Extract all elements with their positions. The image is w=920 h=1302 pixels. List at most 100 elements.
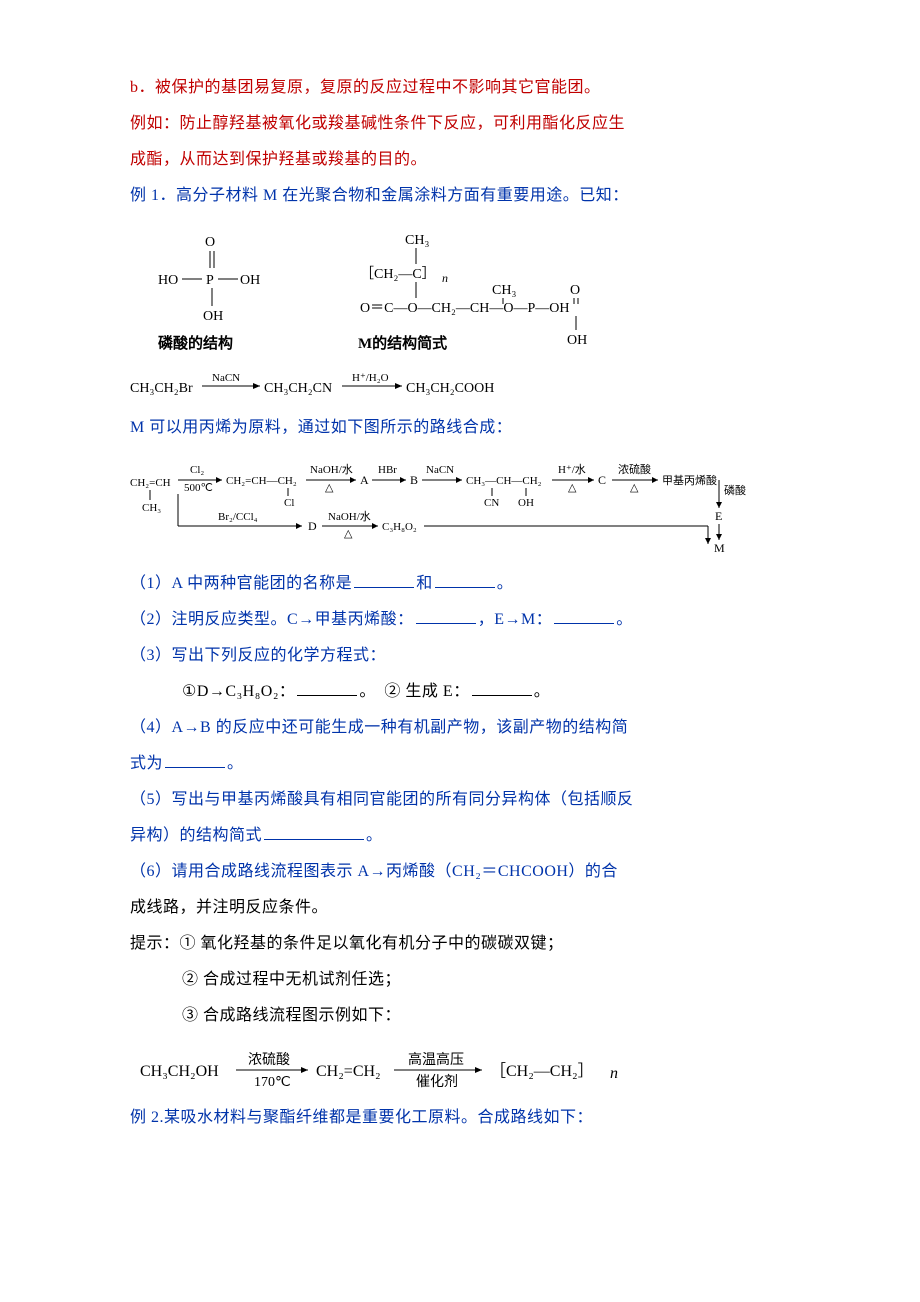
- q3f-text: 。: [534, 683, 551, 700]
- svg-text:NaCN: NaCN: [212, 372, 240, 384]
- svg-text:E: E: [715, 509, 722, 523]
- question-4-line1: （4）A→B 的反应中还可能生成一种有机副产物，该副产物的结构简: [130, 710, 820, 746]
- q1-text-a: （1）A 中两种官能团的名称是: [130, 575, 352, 592]
- svg-text:170℃: 170℃: [254, 1075, 291, 1090]
- question-2: （2）注明反应类型。C→甲基丙烯酸： ，E→M： 。: [130, 602, 820, 638]
- q4c-text: 。: [227, 755, 244, 772]
- answer-blank[interactable]: [416, 607, 476, 624]
- svg-text:Br₂/CCl₄: Br₂/CCl₄: [218, 511, 258, 523]
- q2-text-b: ，E→M：: [478, 611, 553, 628]
- q2-text-c: 。: [616, 611, 633, 628]
- q2-text-a: （2）注明反应类型。C→甲基丙烯酸：: [130, 611, 414, 628]
- svg-text:O＝C—O—CH₂—CH—O—P—OH: O＝C—O—CH₂—CH—O—P—OH: [360, 301, 569, 316]
- svg-text:CH₃CH₂COOH: CH₃CH₂COOH: [406, 381, 494, 396]
- svg-text:500℃: 500℃: [184, 482, 213, 494]
- svg-text:D: D: [308, 519, 317, 533]
- question-3-sub: ①D→C₃H₈O₂： 。 ② 生成 E： 。: [130, 674, 820, 710]
- answer-blank[interactable]: [297, 679, 357, 696]
- svg-text:CH₃—CH—CH₂: CH₃—CH—CH₂: [466, 475, 542, 487]
- q3e-text: 。 ② 生成 E：: [359, 683, 469, 700]
- question-6-line2: 成线路，并注明反应条件。: [130, 890, 820, 926]
- svg-text:C: C: [598, 473, 606, 487]
- question-5-line2: 异构）的结构简式 。: [130, 818, 820, 854]
- question-5-line1: （5）写出与甲基丙烯酸具有相同官能团的所有同分异构体（包括顺反: [130, 782, 820, 818]
- svg-text:CH₂=CH—CH₂: CH₂=CH—CH₂: [226, 475, 297, 487]
- svg-text:磷酸的结构: 磷酸的结构: [158, 334, 233, 352]
- svg-text:Cl: Cl: [284, 497, 294, 509]
- svg-text:［CH₂—C］: ［CH₂—C］: [360, 266, 436, 282]
- q3d-text: ①D→C₃H₈O₂：: [182, 683, 295, 700]
- svg-text:NaCN: NaCN: [426, 464, 454, 476]
- q5c-text: 。: [366, 827, 383, 844]
- structure-diagram: O HO P OH OH 磷酸的结构 CH₃ ［CH₂—C］ n O＝C—O—CH…: [130, 226, 820, 356]
- svg-text:M的结构简式: M的结构简式: [358, 334, 447, 352]
- svg-text:CH₃CH₂OH: CH₃CH₂OH: [140, 1063, 219, 1080]
- answer-blank[interactable]: [554, 607, 614, 624]
- answer-blank[interactable]: [435, 571, 495, 588]
- svg-text:n: n: [442, 271, 448, 285]
- body-line: b．被保护的基团易复原，复原的反应过程中不影响其它官能团。: [130, 70, 820, 106]
- svg-text:甲基丙烯酸: 甲基丙烯酸: [662, 473, 717, 487]
- document-page: b．被保护的基团易复原，复原的反应过程中不影响其它官能团。 例如：防止醇羟基被氧…: [0, 0, 920, 1176]
- known-reaction: CH₃CH₂Br NaCN CH₃CH₂CN H⁺/H₂O CH₃CH₂COOH: [130, 368, 820, 402]
- svg-text:H⁺/H₂O: H⁺/H₂O: [352, 372, 389, 384]
- svg-text:CH₂=CH: CH₂=CH: [130, 477, 171, 489]
- svg-text:△: △: [630, 482, 639, 494]
- body-line: M 可以用丙烯为原料，通过如下图所示的路线合成：: [130, 410, 820, 446]
- svg-text:催化剂: 催化剂: [416, 1074, 458, 1090]
- question-6-line1: （6）请用合成路线流程图表示 A→丙烯酸（CH₂＝CHCOOH）的合: [130, 854, 820, 890]
- question-4-line2: 式为 。: [130, 746, 820, 782]
- q1-text-c: 。: [497, 575, 514, 592]
- hint-line-2: ② 合成过程中无机试剂任选；: [130, 962, 820, 998]
- svg-text:CH₃CH₂CN: CH₃CH₂CN: [264, 381, 332, 396]
- example-1-heading: 例 1．高分子材料 M 在光聚合物和金属涂料方面有重要用途。已知：: [130, 178, 820, 214]
- svg-text:CH₃: CH₃: [142, 502, 161, 514]
- svg-text:△: △: [344, 528, 353, 540]
- svg-text:OH: OH: [240, 273, 260, 288]
- svg-text:HO: HO: [158, 273, 178, 288]
- example-route-diagram: CH₃CH₂OH 浓硫酸 170℃ CH₂=CH₂ 高温高压 催化剂 ［CH₂—…: [140, 1046, 820, 1092]
- q1-text-b: 和: [416, 575, 433, 592]
- svg-text:△: △: [568, 482, 577, 494]
- svg-text:高温高压: 高温高压: [408, 1051, 464, 1068]
- svg-text:浓硫酸: 浓硫酸: [618, 462, 651, 476]
- svg-text:HBr: HBr: [378, 464, 397, 476]
- hint-line-1: 提示：① 氧化羟基的条件足以氧化有机分子中的碳碳双键；: [130, 926, 820, 962]
- svg-text:n: n: [610, 1065, 618, 1082]
- svg-text:O: O: [570, 283, 580, 298]
- answer-blank[interactable]: [264, 823, 364, 840]
- svg-text:NaOH/水: NaOH/水: [328, 510, 371, 523]
- answer-blank[interactable]: [354, 571, 414, 588]
- svg-text:CH₃: CH₃: [492, 283, 516, 298]
- example-2-heading: 例 2.某吸水材料与聚酯纤维都是重要化工原料。合成路线如下：: [130, 1100, 820, 1136]
- question-3: （3）写出下列反应的化学方程式：: [130, 638, 820, 674]
- svg-text:NaOH/水: NaOH/水: [310, 463, 353, 476]
- svg-text:P: P: [206, 273, 214, 288]
- svg-text:浓硫酸: 浓硫酸: [248, 1052, 290, 1068]
- svg-text:B: B: [410, 473, 418, 487]
- svg-text:H⁺/水: H⁺/水: [558, 463, 586, 476]
- svg-text:Cl₂: Cl₂: [190, 464, 204, 476]
- svg-text:CH₂=CH₂: CH₂=CH₂: [316, 1063, 381, 1080]
- svg-text:［CH₂—CH₂］: ［CH₂—CH₂］: [490, 1062, 594, 1080]
- svg-text:CN: CN: [484, 497, 499, 509]
- structure-svg: O HO P OH OH 磷酸的结构 CH₃ ［CH₂—C］ n O＝C—O—CH…: [130, 226, 730, 356]
- svg-text:O: O: [205, 235, 215, 250]
- svg-text:OH: OH: [567, 333, 587, 348]
- svg-text:A: A: [360, 473, 369, 487]
- svg-text:△: △: [325, 482, 334, 494]
- q4b-text: 式为: [130, 755, 163, 772]
- svg-text:磷酸: 磷酸: [724, 483, 746, 497]
- hint-line-3: ③ 合成路线流程图示例如下：: [130, 998, 820, 1034]
- body-line: 例如：防止醇羟基被氧化或羧基碱性条件下反应，可利用酯化反应生: [130, 106, 820, 142]
- answer-blank[interactable]: [472, 679, 532, 696]
- body-line: 成酯，从而达到保护羟基或羧基的目的。: [130, 142, 820, 178]
- answer-blank[interactable]: [165, 751, 225, 768]
- svg-text:OH: OH: [203, 309, 223, 324]
- svg-text:CH₃CH₂Br: CH₃CH₂Br: [130, 381, 193, 396]
- synthesis-route-diagram: CH₂=CH CH₃ Cl₂ 500℃ CH₂=CH—CH₂ Cl NaOH/水…: [130, 458, 820, 558]
- svg-text:M: M: [714, 541, 725, 555]
- q5b-text: 异构）的结构简式: [130, 827, 262, 844]
- svg-text:CH₃: CH₃: [405, 233, 429, 248]
- svg-text:C₃H₈O₂: C₃H₈O₂: [382, 521, 417, 533]
